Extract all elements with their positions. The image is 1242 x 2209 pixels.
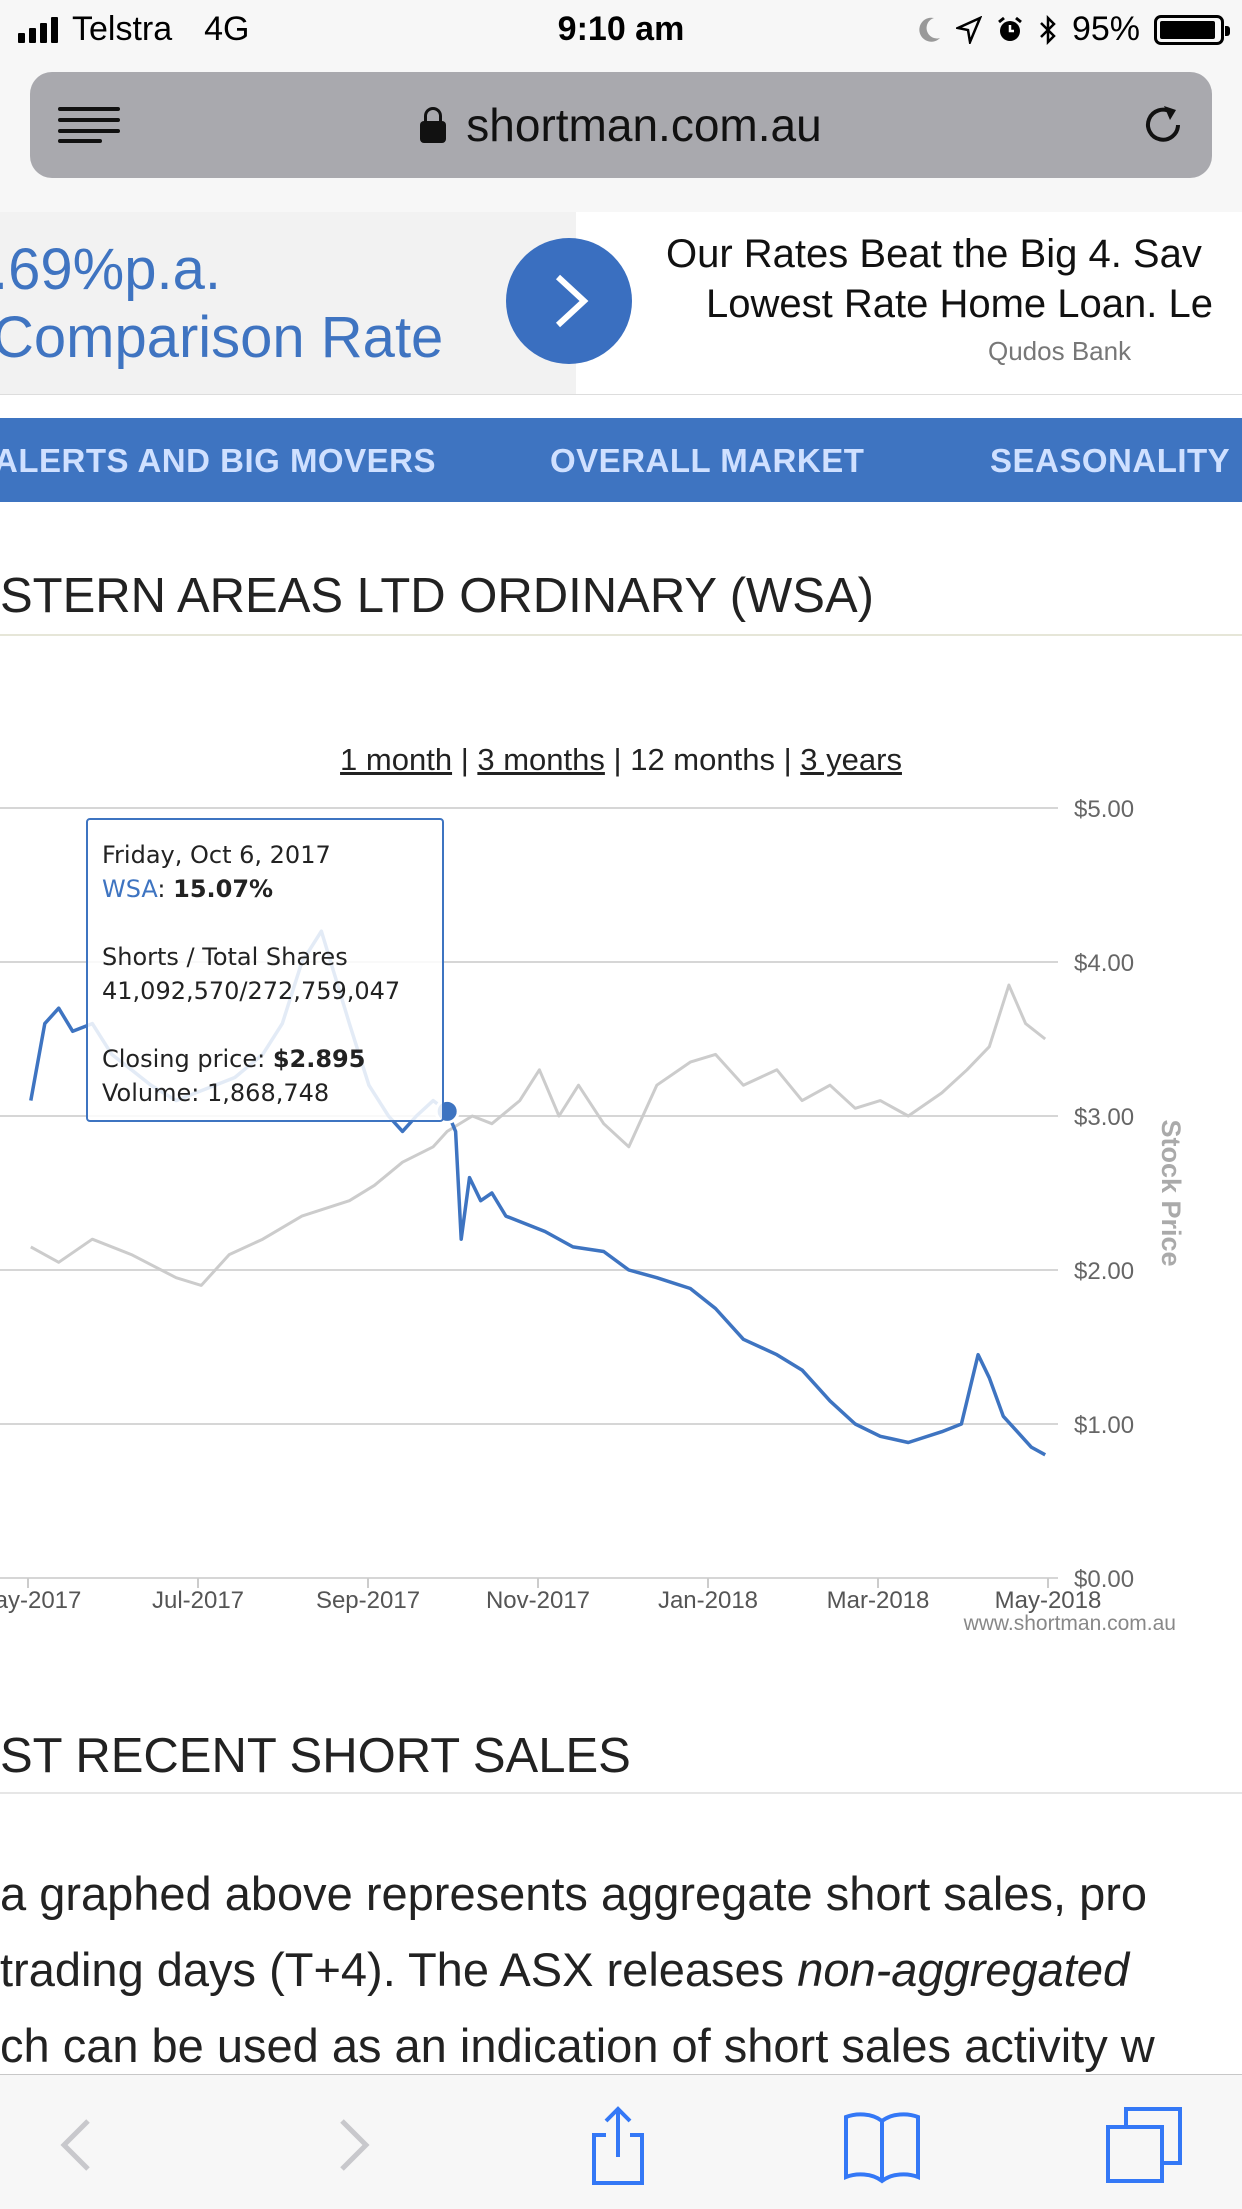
short-interest-chart[interactable]: $0.00 $1.00 $2.00 $3.00 $4.00 $5.00 Stock Pric… [0,770,1242,1650]
y2-tick-label: $5.00 [1074,796,1134,823]
tooltip-volume-value: 1,868,748 [207,1079,330,1107]
nav-bar: ALERTS AND BIG MOVERS OVERALL MARKET SEA… [0,418,1242,502]
ad-rate-panel [0,212,576,394]
ad-go-button[interactable] [506,238,632,364]
location-icon [955,15,982,44]
y2-tick-label: $4.00 [1074,950,1134,977]
page-title: STERN AREAS LTD ORDINARY (WSA) [0,569,874,623]
range-3-months[interactable]: 3 months [477,742,605,777]
range-sep: | [613,742,622,777]
section-divider [0,1792,1242,1794]
paragraph-line-2: trading days (T+4). The ASX releases non… [0,1942,1129,1997]
forward-icon[interactable] [312,2105,392,2185]
browser-top-chrome: Telstra 4G 9:10 am 95% shortman.com.au [0,0,1242,213]
ad-rate: .69%p.a. [0,237,221,302]
range-1-month[interactable]: 1 month [340,742,453,777]
section-title: ST RECENT SHORT SALES [0,1729,631,1783]
x-tick-label: Nov-2017 [486,1587,590,1614]
paragraph-line-1: a graphed above represents aggregate sho… [0,1867,1148,1920]
url-text[interactable]: shortman.com.au [466,99,822,151]
x-tick-label: Jul-2017 [152,1587,244,1614]
paragraph-line-3: ch can be used as an indication of short… [0,2019,1155,2072]
signal-icon [18,16,58,43]
y2-tick-label: $2.00 [1074,1258,1134,1285]
y2-tick-label: $1.00 [1074,1412,1134,1439]
tooltip-closing-line: Closing price: $2.895 [102,1042,428,1076]
y2-tick-label: $3.00 [1074,1104,1134,1131]
range-3-years[interactable]: 3 years [800,742,902,777]
y2-axis-label: Stock Price [1156,1119,1186,1266]
tabs-icon[interactable] [1104,2105,1184,2185]
bluetooth-icon [1040,14,1056,45]
range-12-months: 12 months [630,742,775,777]
tooltip-code-sep: : [157,875,166,903]
nav-tab-seasonality[interactable]: SEASONALITY [990,442,1231,479]
ad-headline-2: Lowest Rate Home Loan. Le [706,282,1213,326]
x-tick-label: May-2018 [995,1587,1102,1614]
tooltip-closing-value: $2.895 [272,1045,366,1073]
lock-icon [420,107,447,143]
tooltip-volume-label: Volume: [102,1079,200,1107]
share-icon[interactable] [578,2105,658,2185]
y2-tick-label: $0.00 [1074,1566,1134,1593]
moon-icon [919,17,940,42]
battery-percent: 95% [1071,10,1140,48]
x-tick-label: Jan-2018 [658,1587,758,1614]
x-tick-label: Mar-2018 [827,1587,930,1614]
paragraph-line-2-text: trading days (T+4). The ASX releases [0,1943,798,1996]
network-label: 4G [204,10,250,48]
range-selector: 1 month | 3 months | 12 months | 3 years [0,742,1242,778]
tooltip-closing-label: Closing price: [102,1045,266,1073]
back-icon[interactable] [38,2105,118,2185]
tooltip-date: Friday, Oct 6, 2017 [102,841,331,869]
status-bar: Telstra 4G 9:10 am 95% [0,0,1242,62]
browser-toolbar [0,2074,1242,2209]
menu-icon[interactable] [58,107,120,143]
tooltip-short-line: WSA: 15.07% [102,872,428,906]
ad-sponsor: Qudos Bank [988,336,1132,366]
tooltip-volume-line: Volume: 1,868,748 [102,1076,428,1110]
ad-comparison-rate: Comparison Rate [0,305,444,370]
nav-tab-alerts[interactable]: ALERTS AND BIG MOVERS [0,442,436,479]
chevron-right-icon [555,274,589,328]
carrier-label: Telstra [72,10,173,48]
ad-banner[interactable]: .69%p.a. Comparison Rate Our Rates Beat … [0,212,1242,395]
range-sep: | [460,742,469,777]
nav-tab-overall-market[interactable]: OVERALL MARKET [550,442,865,479]
battery-icon [1154,14,1230,45]
bookmarks-icon[interactable] [842,2105,922,2185]
address-bar[interactable]: shortman.com.au [30,72,1212,178]
reload-icon[interactable] [1138,100,1188,150]
chart-tooltip: Friday, Oct 6, 2017 WSA: 15.07% Shorts /… [86,818,444,1122]
chart-watermark: www.shortman.com.au [963,1612,1176,1635]
series-line-stock-price [30,983,1047,1287]
range-sep: | [783,742,792,777]
tooltip-shorts-value: 41,092,570/272,759,047 [102,977,401,1005]
x-tick-label: Sep-2017 [316,1587,420,1614]
tooltip-short-pct: 15.07% [173,875,274,903]
ad-headline-1: Our Rates Beat the Big 4. Sav [666,232,1202,276]
non-aggregated-text: non-aggregated [797,1943,1130,1996]
x-tick-label: May-2017 [0,1587,81,1614]
title-divider [0,634,1242,636]
tooltip-shorts-label: Shorts / Total Shares [102,943,348,971]
tooltip-code: WSA [102,875,158,903]
alarm-icon [998,16,1022,41]
clock: 9:10 am [557,10,685,48]
